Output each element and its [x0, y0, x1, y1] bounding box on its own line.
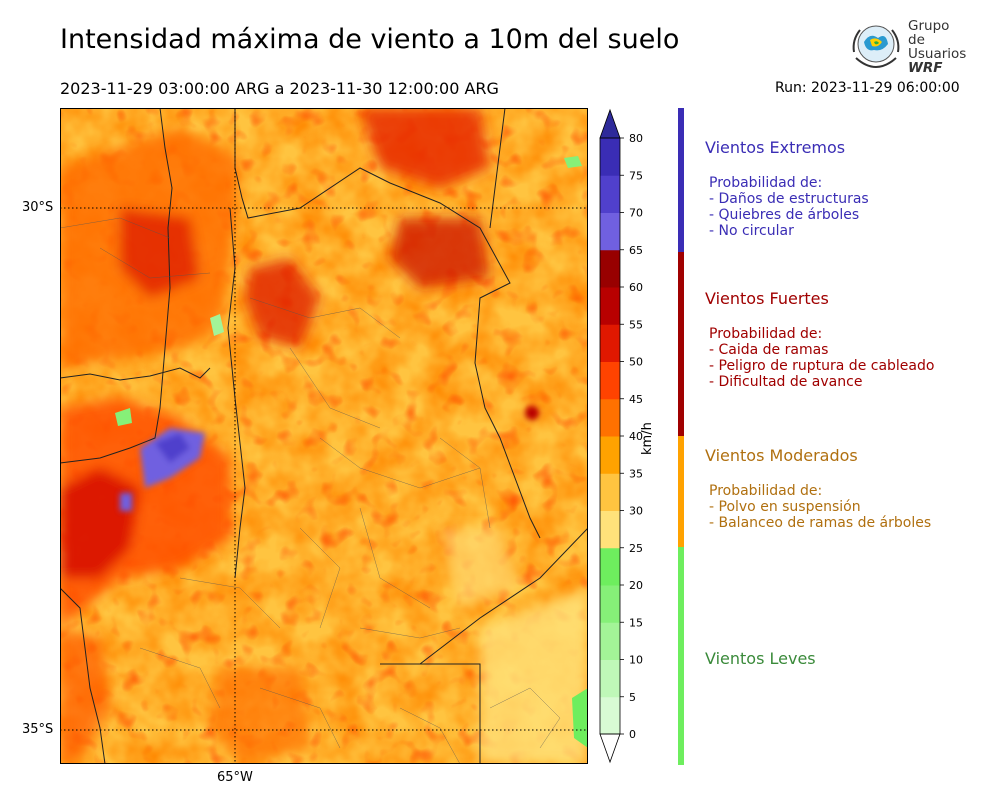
globe-logo-icon — [852, 25, 900, 68]
category-moderate-title: Vientos Moderados — [705, 446, 858, 465]
colorbar-tick-label: 60 — [629, 281, 643, 294]
colorbar-bin — [600, 659, 620, 698]
colorbar-tick-label: 65 — [629, 244, 643, 257]
colorbar-bin — [600, 138, 620, 176]
colorbar: 0 5 10 15 20 25 30 35 40 45 50 55 60 65 70 75 80 — [599, 108, 643, 764]
colorbar-tick-label: 0 — [629, 728, 636, 741]
colorbar-over-extension — [599, 108, 621, 139]
colorbar-tick-label: 15 — [629, 616, 643, 629]
category-extreme-details: Probabilidad de: - Daños de estructuras … — [709, 175, 869, 239]
category-extreme: Vientos Extremos Probabilidad de: - Daño… — [705, 138, 869, 239]
colorbar-tick-label: 50 — [629, 356, 643, 369]
colorbar-bin — [600, 696, 620, 735]
lon-label-65w: 65°W — [217, 770, 253, 785]
graticule — [60, 108, 588, 764]
colorbar-bin — [600, 361, 620, 400]
colorbar-bin — [600, 622, 620, 660]
moderate-category-bar — [678, 436, 684, 547]
colorbar-bin — [600, 585, 620, 623]
extreme-wind-cells — [120, 406, 539, 511]
country-borders — [60, 108, 588, 764]
colorbar-bin — [600, 249, 620, 288]
colorbar-bin — [600, 287, 620, 325]
colorbar-tick-label: 70 — [629, 207, 643, 220]
colorbar-tick-label: 80 — [629, 132, 643, 145]
light-wind-spots — [115, 156, 588, 748]
map-title: Intensidad máxima de viento a 10m del su… — [60, 24, 680, 55]
category-moderate: Vientos Moderados Probabilidad de: - Pol… — [705, 446, 931, 531]
colorbar-tick-label: 10 — [629, 654, 643, 667]
colorbar-tick-label: 40 — [629, 430, 643, 443]
colorbar-tick-label: 5 — [629, 691, 636, 704]
category-extreme-title: Vientos Extremos — [705, 138, 846, 157]
colorbar-tick-label: 75 — [629, 169, 643, 182]
department-borders — [60, 217, 561, 764]
category-light-title: Vientos Leves — [705, 649, 816, 668]
category-strong-title: Vientos Fuertes — [705, 289, 829, 308]
colorbar-bin — [600, 175, 620, 213]
colorbar-bin — [600, 212, 620, 251]
map-frame — [60, 108, 588, 764]
colorbar-bin — [600, 398, 620, 437]
colorbar-tick-label: 25 — [629, 542, 643, 555]
light-category-bar — [678, 547, 684, 765]
colorbar-tick-label: 20 — [629, 579, 643, 592]
colorbar-tick-label: 30 — [629, 505, 643, 518]
run-time: Run: 2023-11-29 06:00:00 — [775, 80, 960, 96]
lat-label-35s: 35°S — [22, 722, 54, 737]
colorbar-bin — [600, 547, 620, 586]
colorbar-bin — [600, 473, 620, 511]
colorbar-bin — [600, 510, 620, 549]
category-strong: Vientos Fuertes Probabilidad de: - Caida… — [705, 289, 934, 390]
colorbar-unit: km/h — [640, 422, 655, 455]
wrf-logo: Grupo de Usuarios WRF — [848, 18, 970, 76]
colorbar-tick-label: 55 — [629, 318, 643, 331]
colorbar-tick-label: 45 — [629, 393, 643, 406]
colorbar-tick-label: 35 — [629, 467, 643, 480]
category-moderate-details: Probabilidad de: - Polvo en suspensión -… — [709, 483, 932, 531]
strong-category-bar — [678, 252, 684, 436]
wind-map — [60, 108, 588, 764]
colorbar-bin — [600, 324, 620, 362]
lat-label-30s: 30°S — [22, 200, 54, 215]
forecast-period: 2023-11-29 03:00:00 ARG a 2023-11-30 12:… — [60, 79, 499, 98]
extreme-category-bar — [678, 108, 684, 252]
colorbar-under-extension — [599, 733, 621, 764]
category-light: Vientos Leves — [705, 649, 816, 668]
category-strong-details: Probabilidad de: - Caida de ramas - Peli… — [709, 326, 935, 390]
logo-text: Grupo de Usuarios WRF — [908, 18, 967, 76]
colorbar-bin — [600, 436, 620, 474]
